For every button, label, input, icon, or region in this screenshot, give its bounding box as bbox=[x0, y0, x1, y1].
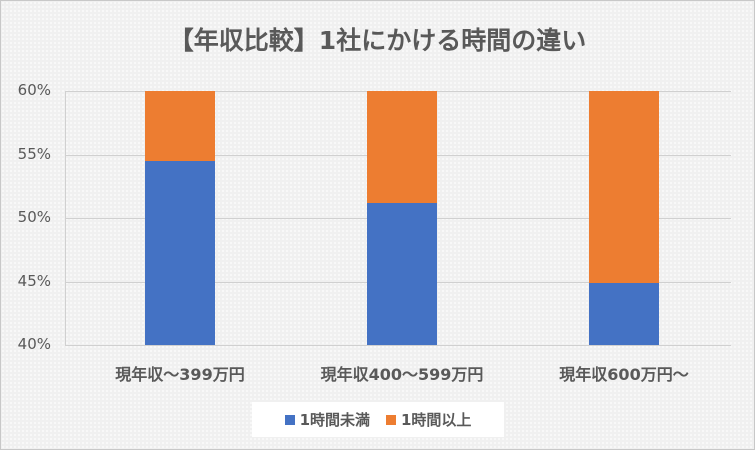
bar-segment bbox=[589, 91, 659, 283]
x-tick-label: 現年収～399万円 bbox=[115, 365, 245, 384]
x-tick-label: 現年収600万円～ bbox=[559, 365, 689, 384]
stacked-bar bbox=[367, 91, 437, 345]
legend: 1時間未満 1時間以上 bbox=[252, 402, 504, 437]
legend-item: 1時間以上 bbox=[386, 409, 471, 430]
y-tick-label: 45% bbox=[17, 271, 51, 290]
plot-area bbox=[65, 91, 731, 346]
y-tick-label: 55% bbox=[17, 144, 51, 163]
y-tick-label: 40% bbox=[17, 335, 51, 353]
bar-segment bbox=[589, 282, 659, 345]
x-tick-label: 現年収400～599万円 bbox=[320, 365, 484, 384]
legend-label: 1時間以上 bbox=[401, 411, 472, 429]
gridline bbox=[65, 345, 731, 346]
bar-segment bbox=[145, 91, 215, 161]
legend-label: 1時間未満 bbox=[299, 411, 370, 429]
y-tick-label: 50% bbox=[17, 208, 51, 226]
legend-swatch-icon bbox=[386, 414, 396, 425]
stacked-bar bbox=[145, 91, 215, 345]
legend-item: 1時間未満 bbox=[284, 409, 370, 430]
y-tick-label: 60% bbox=[17, 81, 51, 99]
bar-segment bbox=[367, 91, 437, 203]
bar-segment bbox=[367, 202, 437, 345]
stacked-bar bbox=[589, 91, 659, 345]
legend-swatch-icon bbox=[284, 414, 295, 425]
bar-segment bbox=[145, 160, 215, 345]
chart-title: 【年収比較】1社にかける時間の違い bbox=[168, 26, 587, 55]
